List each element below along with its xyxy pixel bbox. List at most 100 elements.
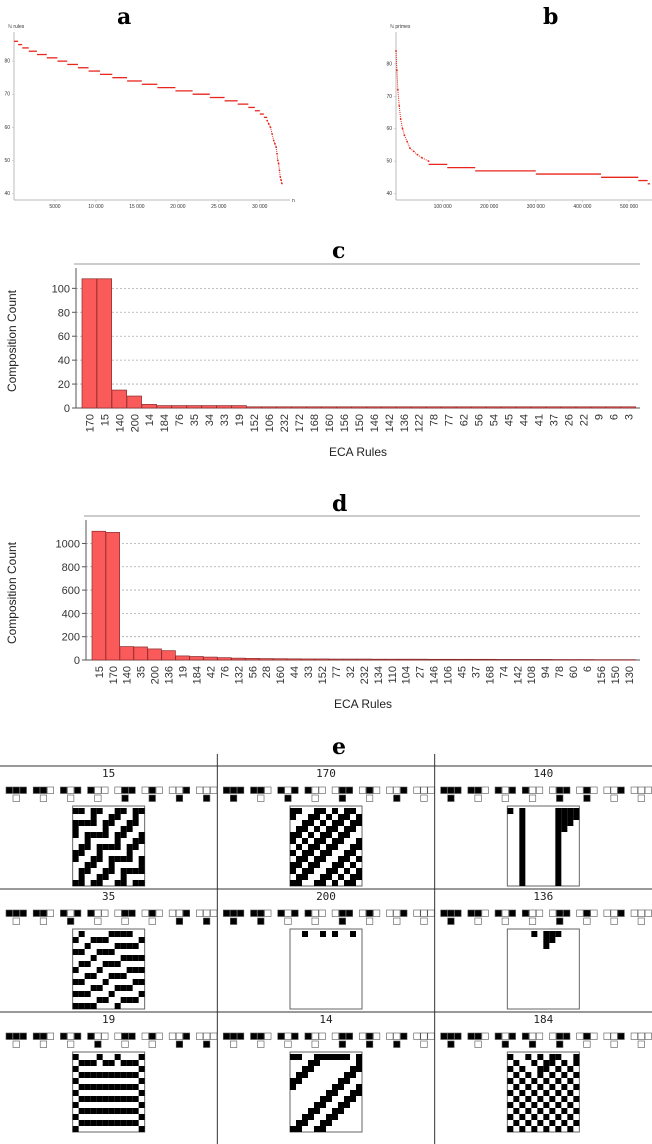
evolution-cell: [326, 1096, 332, 1102]
evolution-cell: [132, 1120, 139, 1126]
rule-output-cell: [175, 917, 183, 925]
evolution-cell: [314, 1108, 320, 1114]
rule-neighborhood-cell: [277, 909, 285, 917]
evolution-cell: [555, 1114, 562, 1120]
evolution-cell: [96, 832, 103, 838]
evolution-cell: [114, 931, 121, 937]
evolution-cell: [356, 868, 362, 874]
rule-neighborhood-cell: [264, 1032, 272, 1040]
y-axis-title: Composition Count: [5, 289, 19, 392]
bar-168: [306, 406, 322, 409]
evolution-cell: [555, 1126, 562, 1132]
rule-neighborhood-cell: [447, 909, 455, 917]
rule-neighborhood-cell: [311, 909, 319, 917]
rule-neighborhood-cell: [338, 909, 346, 917]
evolution-cell: [513, 1108, 520, 1114]
evolution-cell: [132, 844, 139, 850]
evolution-cell: [302, 1120, 308, 1126]
evolution-cell: [138, 880, 145, 886]
rule-output-cell: [393, 1040, 401, 1048]
rule-neighborhood-cell: [291, 909, 299, 917]
eca-cell-rule-200: 200: [223, 890, 435, 1010]
rule-neighborhood-cell: [237, 909, 245, 917]
evolution-cell: [90, 1060, 97, 1066]
rule-neighborhood-cell: [121, 909, 129, 917]
evolution-cell: [302, 826, 308, 832]
evolution-cell: [72, 856, 79, 862]
y-tick-label: 400: [62, 608, 80, 620]
evolution-cell: [344, 814, 350, 820]
evolution-cell: [537, 1120, 544, 1126]
evolution-cell: [126, 850, 133, 856]
rule-neighborhood-cell: [182, 786, 190, 794]
evolution-cell: [78, 1108, 85, 1114]
rule-neighborhood-cell: [155, 909, 163, 917]
rule-neighborhood-cell: [549, 786, 557, 794]
evolution-cell: [356, 1066, 362, 1072]
rule-output-cell: [610, 917, 618, 925]
x-tick-label: 19: [178, 666, 190, 678]
evolution-cell: [573, 1060, 580, 1066]
bar-62: [455, 406, 472, 409]
rule-icon: [413, 786, 435, 802]
evolution-cell: [308, 832, 314, 838]
rule-icon: [32, 1032, 55, 1048]
data-curve-segment: [271, 133, 275, 141]
x-tick-label: 232: [279, 414, 291, 432]
evolution-cell: [84, 943, 91, 949]
evolution-cell: [96, 808, 103, 814]
evolution-cell: [126, 868, 133, 874]
rule-neighborhood-cell: [230, 786, 238, 794]
bar-32: [342, 658, 358, 661]
rule-output-cell: [257, 794, 265, 802]
x-tick-label: 160: [275, 666, 287, 684]
evolution-cell: [114, 838, 121, 844]
x-tick-label: 184: [191, 666, 203, 684]
rule-icon: [549, 909, 571, 925]
rule-neighborhood-cell: [563, 909, 571, 917]
rule-neighborhood-cell: [521, 909, 530, 917]
evolution-cell: [302, 931, 308, 937]
data-curve-segment: [276, 153, 279, 161]
rule-neighborhood-cell: [366, 1032, 374, 1040]
rule-neighborhood-cell: [420, 1032, 428, 1040]
evolution-cell: [84, 838, 91, 844]
rule-output-cell: [447, 917, 455, 925]
x-tick-label: 77: [331, 666, 343, 678]
rule-output-cell: [203, 794, 211, 802]
rule-neighborhood-cell: [196, 786, 204, 794]
evolution-cell: [290, 862, 296, 868]
evolution-cell: [519, 808, 526, 814]
evolution-cell: [519, 856, 526, 862]
evolution-cell: [138, 1078, 145, 1084]
rule-output-cell: [284, 794, 292, 802]
evolution-cell: [108, 856, 115, 862]
evolution-cell: [120, 856, 127, 862]
evolution-cell: [332, 838, 338, 844]
bar-9: [590, 406, 607, 409]
bar-19: [231, 405, 247, 409]
evolution-cell: [138, 838, 145, 844]
evolution-cell: [356, 844, 362, 850]
evolution-cell: [138, 1054, 145, 1060]
evolution-cell: [108, 868, 115, 874]
evolution-cell: [543, 1078, 550, 1084]
rule-icon: [521, 909, 544, 925]
rule-neighborhood-cell: [583, 1032, 591, 1040]
evolution-cell: [138, 1090, 145, 1096]
evolution-cell: [314, 838, 320, 844]
rule-icon: [576, 909, 598, 925]
evolution-cell: [96, 937, 103, 943]
evolution-cell: [350, 862, 356, 868]
evolution-cell: [314, 1060, 320, 1066]
evolution-cell: [102, 826, 109, 832]
eca-cell-rule-15: 15: [5, 767, 218, 887]
bar-94: [538, 659, 553, 661]
rule-neighborhood-cell: [610, 786, 618, 794]
rule-neighborhood-cell: [400, 909, 408, 917]
evolution-cell: [78, 820, 85, 826]
rule-neighborhood-cell: [467, 909, 475, 917]
rule-neighborhood-cell: [121, 1032, 129, 1040]
evolution-cell: [573, 1084, 580, 1090]
evolution-cell: [108, 1072, 115, 1078]
